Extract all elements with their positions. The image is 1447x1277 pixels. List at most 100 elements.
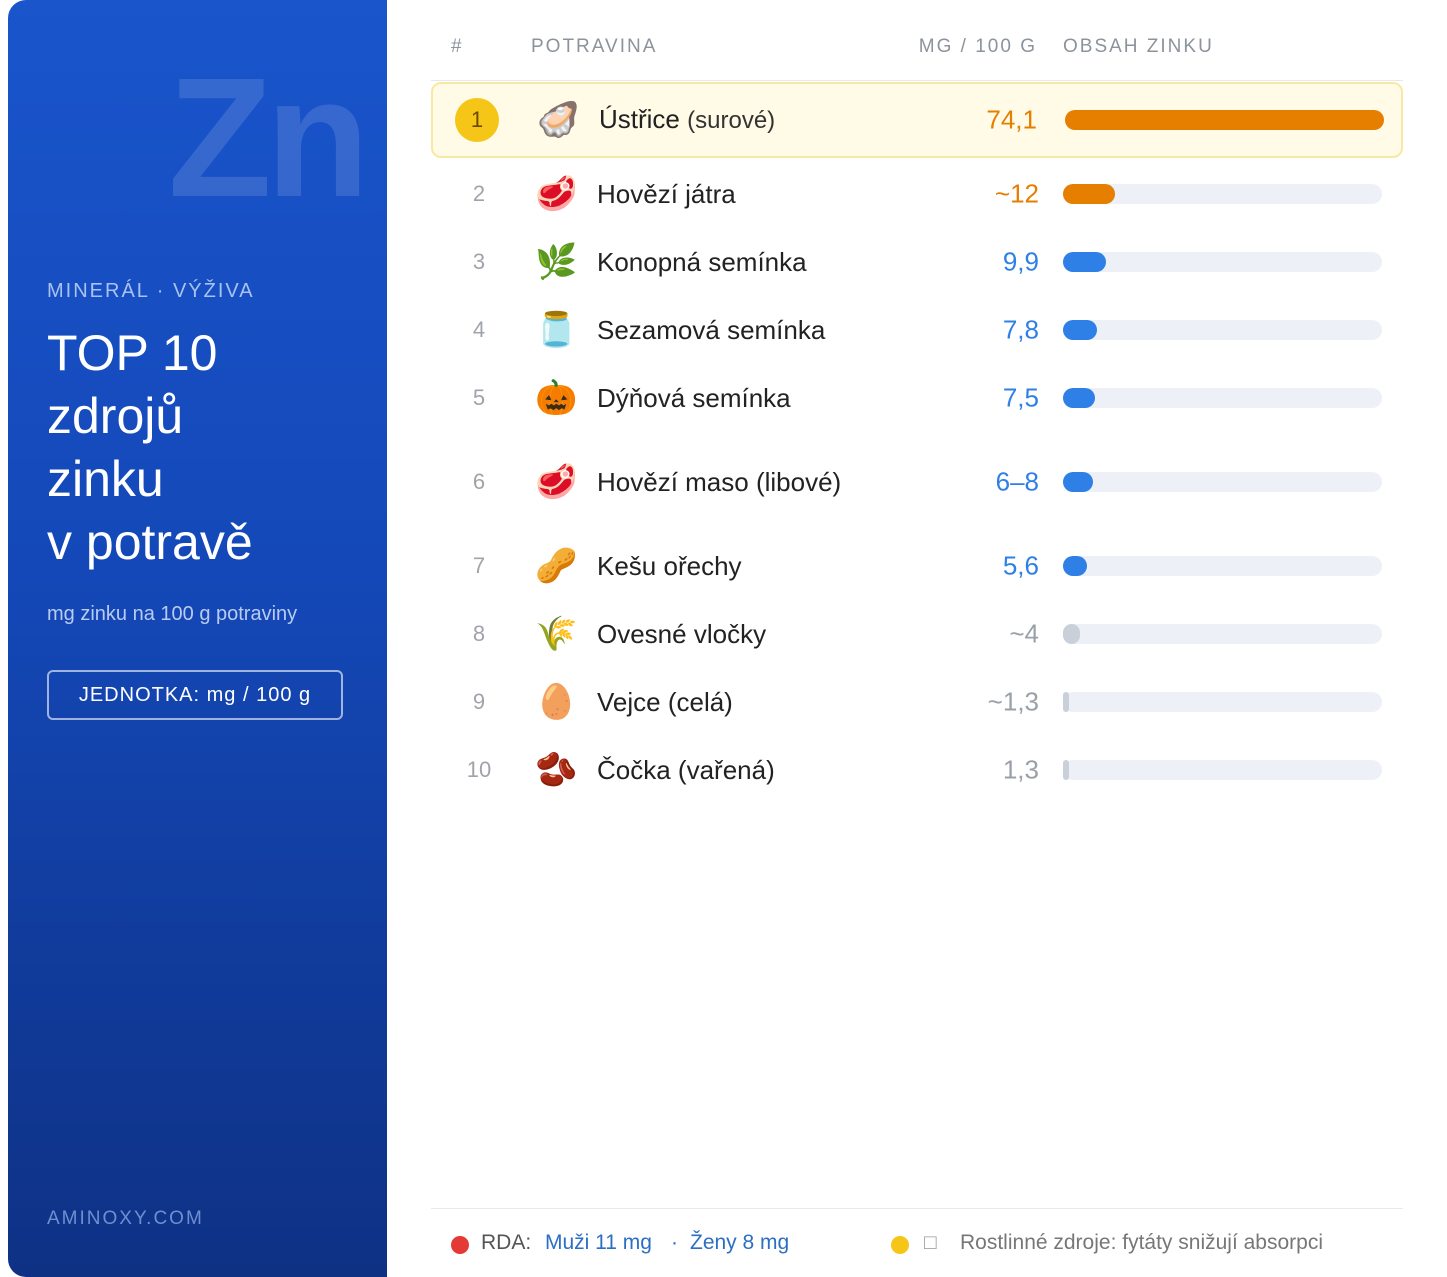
table-row: 1 🦪 Ústřice (surové) 74,1 xyxy=(431,82,1403,158)
eyebrow: MINERÁL · VÝŽIVA xyxy=(47,280,255,302)
bar-track xyxy=(1063,388,1382,408)
bar-track xyxy=(1063,692,1382,712)
plant-dot xyxy=(891,1236,909,1254)
food-name-text: Hovězí maso (libové) xyxy=(597,467,842,497)
food-icon: 🌾 xyxy=(535,615,578,653)
food-name-text: Hovězí játra xyxy=(597,179,736,209)
rank: 1 xyxy=(455,98,499,142)
food-name: Kešu ořechy xyxy=(597,550,887,582)
food-name: Sezamová semínka xyxy=(597,314,887,346)
bar-track xyxy=(1063,252,1382,272)
rda-label: RDA: xyxy=(481,1231,532,1254)
bar xyxy=(1063,624,1081,644)
food-icon: 🫙 xyxy=(535,311,578,349)
rank: 8 xyxy=(472,621,486,646)
table-row: 5 🎃 Dýňová semínka 7,5 xyxy=(431,364,1403,432)
table-row: 3 🌿 Konopná semínka 9,9 xyxy=(431,228,1403,296)
food-name: Čočka (vařená) xyxy=(597,754,887,786)
value-label: 7,5 xyxy=(1002,382,1039,413)
food-icon: 🥜 xyxy=(535,547,578,585)
food-name-text: Ústřice xyxy=(599,104,680,134)
unit-badge: JEDNOTKA: mg / 100 g xyxy=(47,670,343,720)
title-line: v potravě xyxy=(47,514,253,570)
bar-track xyxy=(1065,110,1384,130)
table-row: 9 🥚 Vejce (celá) ~1,3 xyxy=(431,668,1403,736)
value-label: 7,8 xyxy=(1002,314,1039,345)
column-header: MG / 100 G xyxy=(918,36,1037,57)
food-name: Konopná semínka xyxy=(597,246,887,278)
rda-women: Ženy 8 mg xyxy=(690,1231,790,1254)
bar-track xyxy=(1063,320,1382,340)
food-name-text: Kešu ořechy xyxy=(597,551,742,581)
bar-track xyxy=(1063,556,1382,576)
food-name: Vejce (celá) xyxy=(597,686,887,718)
plant-note: Rostlinné zdroje: fytáty snižují absorpc… xyxy=(960,1231,1323,1254)
food-name-text: Vejce (celá) xyxy=(597,687,733,717)
food-icon: 🎃 xyxy=(535,379,578,417)
rda-dot xyxy=(451,1236,469,1254)
food-icon: 🥩 xyxy=(535,463,578,501)
column-header: OBSAH ZINKU xyxy=(1063,36,1214,57)
value-label: ~4 xyxy=(1009,618,1039,649)
value-label: 1,3 xyxy=(1002,754,1039,785)
table-row: 6 🥩 Hovězí maso (libové) 6–8 xyxy=(431,432,1403,532)
rank: 3 xyxy=(472,249,486,274)
bar-track xyxy=(1063,624,1382,644)
rank: 9 xyxy=(472,689,486,714)
site: AMINOXY.COM xyxy=(47,1208,204,1229)
food-icon: 🦪 xyxy=(537,101,580,139)
food-icon: 🫘 xyxy=(535,751,578,789)
bar-track xyxy=(1063,184,1382,204)
value-label: 74,1 xyxy=(986,104,1037,135)
value-label: 5,6 xyxy=(1002,550,1039,581)
food-name-text: Konopná semínka xyxy=(597,247,807,277)
food-icon: 🥩 xyxy=(535,175,578,213)
food-name-text: Čočka (vařená) xyxy=(597,755,775,785)
title-line: zdrojů xyxy=(47,388,184,444)
food-name: Hovězí maso (libové) xyxy=(597,466,887,498)
bar xyxy=(1063,320,1097,340)
bar xyxy=(1063,184,1115,204)
title-line: zinku xyxy=(47,451,164,507)
bar xyxy=(1063,760,1069,780)
food-name-text: Dýňová semínka xyxy=(597,383,791,413)
table-row: 10 🫘 Čočka (vařená) 1,3 xyxy=(431,736,1403,804)
food-icon: 🥚 xyxy=(535,683,578,721)
food-name: Dýňová semínka xyxy=(597,382,887,414)
bar xyxy=(1065,110,1384,130)
rank: 4 xyxy=(472,317,486,342)
box-glyph: □ xyxy=(924,1231,937,1254)
bar xyxy=(1063,252,1106,272)
food-name-text: Sezamová semínka xyxy=(597,315,826,345)
table-row: 2 🥩 Hovězí játra ~12 xyxy=(431,160,1403,228)
rank: 10 xyxy=(466,757,492,782)
value-label: 9,9 xyxy=(1002,246,1039,277)
table-row: 8 🌾 Ovesné vločky ~4 xyxy=(431,600,1403,668)
divider xyxy=(431,80,1403,81)
bar xyxy=(1063,388,1096,408)
rank: 2 xyxy=(472,181,486,206)
table-row: 7 🥜 Kešu ořechy 5,6 xyxy=(431,532,1403,600)
rda-men: Muži 11 mg xyxy=(545,1231,652,1254)
bar xyxy=(1063,472,1094,492)
value-label: ~1,3 xyxy=(987,686,1039,717)
bar xyxy=(1063,692,1069,712)
sidebar: Zn MINERÁL · VÝŽIVA TOP 10 zdrojů zinku … xyxy=(8,0,387,1277)
value-label: 6–8 xyxy=(995,466,1039,497)
rank: 7 xyxy=(472,553,486,578)
food-icon: 🌿 xyxy=(535,243,578,281)
title: TOP 10 zdrojů zinku v potravě xyxy=(47,322,253,574)
column-header: POTRAVINA xyxy=(531,36,658,57)
bar xyxy=(1063,556,1088,576)
separator: · xyxy=(671,1231,678,1254)
food-name: Ovesné vločky xyxy=(597,618,887,650)
value-label: ~12 xyxy=(994,178,1039,209)
column-header: # xyxy=(451,36,464,57)
bar-track xyxy=(1063,760,1382,780)
food-name-text: Ovesné vločky xyxy=(597,619,767,649)
divider xyxy=(431,1208,1403,1209)
food-name: Hovězí játra xyxy=(597,178,887,210)
food-name: Ústřice (surové) xyxy=(599,103,889,137)
bar-track xyxy=(1063,472,1382,492)
